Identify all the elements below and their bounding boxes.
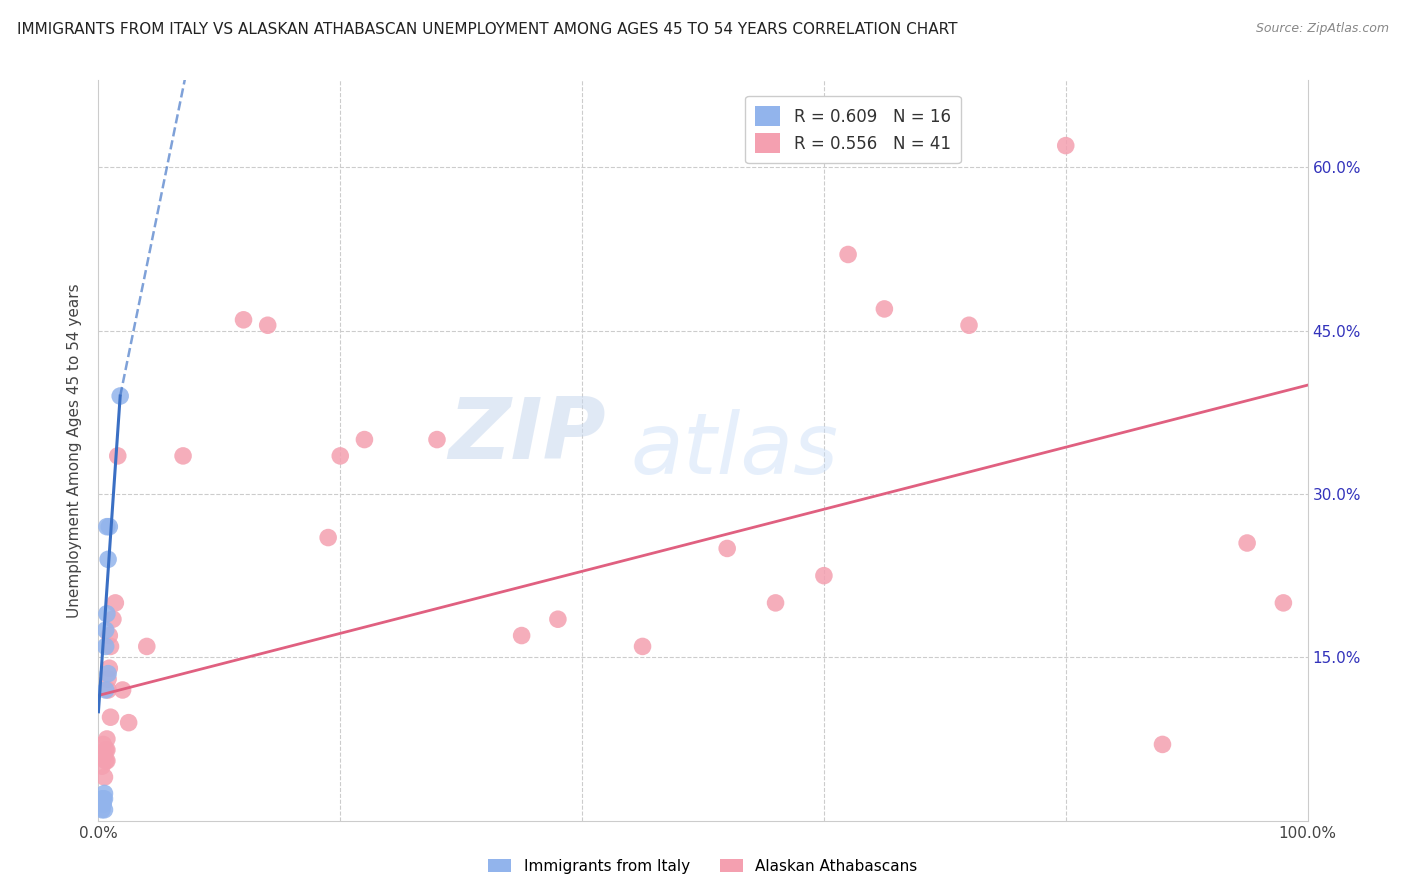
Point	[96, 731, 118, 746]
Point	[631, 640, 654, 654]
Point	[93, 803, 115, 817]
Point	[94, 683, 117, 698]
Point	[96, 519, 118, 533]
Point	[94, 743, 117, 757]
Point	[101, 612, 124, 626]
Point	[91, 803, 114, 817]
Point	[1152, 738, 1174, 752]
Point	[94, 754, 117, 768]
Point	[97, 672, 120, 686]
Point	[93, 786, 115, 800]
Point	[135, 640, 157, 654]
Text: IMMIGRANTS FROM ITALY VS ALASKAN ATHABASCAN UNEMPLOYMENT AMONG AGES 45 TO 54 YEA: IMMIGRANTS FROM ITALY VS ALASKAN ATHABAS…	[17, 22, 957, 37]
Y-axis label: Unemployment Among Ages 45 to 54 years: Unemployment Among Ages 45 to 54 years	[67, 283, 83, 618]
Point	[329, 449, 352, 463]
Point	[104, 596, 127, 610]
Point	[107, 449, 129, 463]
Point	[91, 792, 114, 806]
Point	[108, 389, 131, 403]
Text: Source: ZipAtlas.com: Source: ZipAtlas.com	[1256, 22, 1389, 36]
Point	[91, 759, 114, 773]
Point	[100, 710, 122, 724]
Text: ZIP: ZIP	[449, 394, 606, 477]
Point	[510, 628, 533, 642]
Point	[232, 313, 254, 327]
Point	[91, 738, 114, 752]
Point	[93, 792, 115, 806]
Point	[547, 612, 569, 626]
Point	[100, 640, 122, 654]
Point	[813, 568, 835, 582]
Text: atlas: atlas	[630, 409, 838, 492]
Point	[1272, 596, 1295, 610]
Point	[98, 661, 121, 675]
Point	[1236, 536, 1258, 550]
Point	[172, 449, 194, 463]
Point	[91, 797, 114, 812]
Point	[98, 519, 121, 533]
Point	[837, 247, 859, 261]
Point	[765, 596, 787, 610]
Point	[98, 628, 121, 642]
Point	[93, 770, 115, 784]
Point	[716, 541, 738, 556]
Point	[316, 531, 339, 545]
Point	[97, 683, 120, 698]
Point	[118, 715, 141, 730]
Point	[96, 743, 118, 757]
Point	[96, 607, 118, 621]
Point	[91, 792, 114, 806]
Point	[353, 433, 375, 447]
Point	[957, 318, 980, 333]
Point	[97, 666, 120, 681]
Legend: R = 0.609   N = 16, R = 0.556   N = 41: R = 0.609 N = 16, R = 0.556 N = 41	[745, 96, 960, 163]
Point	[873, 301, 896, 316]
Point	[96, 754, 118, 768]
Point	[426, 433, 449, 447]
Point	[111, 683, 134, 698]
Point	[93, 748, 115, 763]
Point	[256, 318, 278, 333]
Point	[94, 640, 117, 654]
Point	[1054, 138, 1077, 153]
Point	[94, 623, 117, 637]
Point	[97, 552, 120, 566]
Legend: Immigrants from Italy, Alaskan Athabascans: Immigrants from Italy, Alaskan Athabasca…	[482, 853, 924, 880]
